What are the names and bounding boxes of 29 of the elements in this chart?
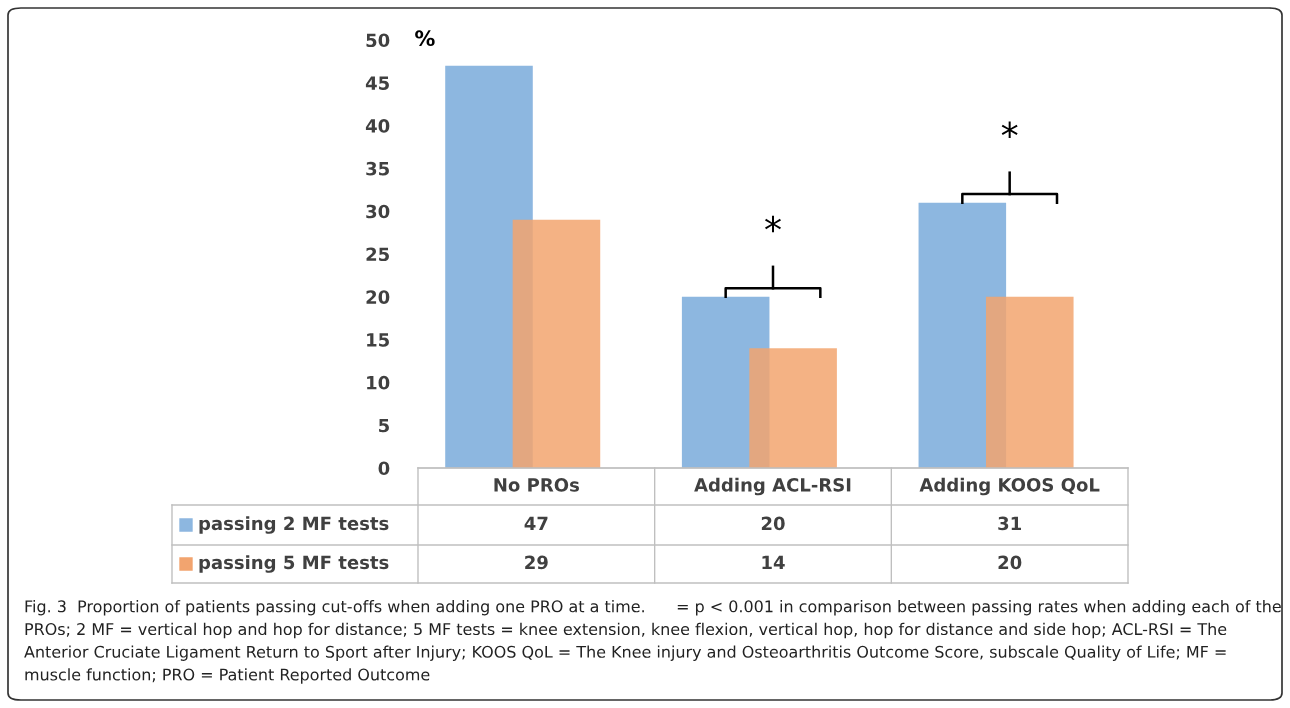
y-tick-label: 35 xyxy=(366,161,389,176)
annotation: * xyxy=(765,215,781,233)
bar xyxy=(749,348,837,468)
y-tick-label: 40 xyxy=(365,119,390,133)
y-tick-label: 10 xyxy=(367,375,390,390)
data-label: 20 xyxy=(998,555,1022,570)
y-tick-label: 45 xyxy=(365,76,389,90)
y-tick-label: 0 xyxy=(378,461,390,476)
data-label: 29 xyxy=(525,555,548,570)
legend-label: passing 2 MF tests xyxy=(199,516,389,534)
y-tick-label: 30 xyxy=(366,204,390,219)
y-tick-label: 15 xyxy=(367,333,389,347)
y-tick-label: 20 xyxy=(366,290,390,304)
y-tick-label: 50 xyxy=(366,33,390,48)
bar xyxy=(512,219,601,468)
y-axis-title: % xyxy=(415,30,435,47)
y-tick-label: 25 xyxy=(366,247,389,262)
bar xyxy=(986,296,1074,468)
y-tick-label: 5 xyxy=(379,418,389,433)
x-tick-label: Adding ACL-RSI xyxy=(694,477,851,496)
data-label: 20 xyxy=(761,516,785,531)
annotation: * xyxy=(1001,121,1018,139)
x-tick-label: No PROs xyxy=(494,478,579,492)
caption: Fig. 3 Proportion of patients passing cut-offs when adding one PRO at a time. = p < 0.001 in comparison between passing rates when adding each of the PROs; 2 MF = vertical hop and hop for distance; 5 MF tests = knee extension, knee flexion, vertical hop, hop for distance and side hop; ACL-RSI = The Anterior Cruciate Ligament Return to Sport after Injury; KOOS QoL = The Knee injury and Osteoarthritis Outcome Score, subscale Quality of Life; MF = muscle function; PRO = Patient Reported Outcome xyxy=(24,600,1281,684)
legend-label: passing 5 MF tests xyxy=(199,555,389,573)
data-label: 14 xyxy=(762,555,785,569)
data-label: 47 xyxy=(524,516,548,530)
x-tick-label: Adding KOOS QoL xyxy=(919,477,1100,496)
data-label: 31 xyxy=(998,516,1021,531)
